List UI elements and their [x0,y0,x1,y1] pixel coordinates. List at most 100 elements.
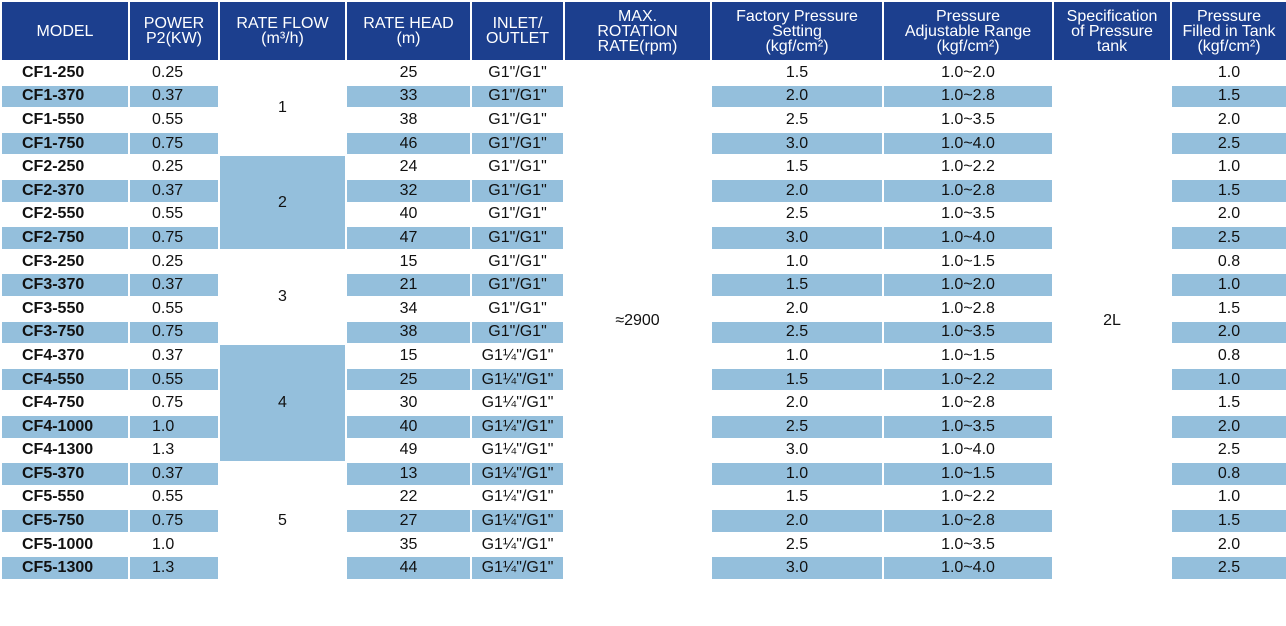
inlet-cell: G1"/G1" [470,225,565,251]
head-cell: 38 [345,107,472,133]
model-cell: CF5-550 [0,484,130,511]
header-cell: INLET/OUTLET [470,0,565,62]
model-cell: CF3-250 [0,248,130,275]
header-cell: Specification of Pressure tank [1052,0,1172,62]
inlet-cell: G1"/G1" [470,177,565,204]
filled-pressure-cell: 0.8 [1170,461,1286,487]
table-row: CF1-550 0.55 38 G1"/G1" 2.5 1.0~3.5 2.0 [0,107,1286,133]
header-line: (m³/h) [261,30,304,47]
adjustable-range-cell: 1.0~3.5 [882,319,1054,346]
filled-pressure-cell: 2.0 [1170,413,1286,440]
adjustable-range-cell: 1.0~2.0 [882,60,1054,86]
adjustable-range-cell: 1.0~2.2 [882,154,1054,180]
header-line: MAX. [617,7,658,25]
adjustable-range-cell: 1.0~2.2 [882,366,1054,393]
header-cell: POWER P2(KW) [128,0,220,62]
factory-pressure-cell: 2.5 [710,107,884,133]
model-cell: CF2-250 [0,154,130,180]
adjustable-range-cell: 1.0~2.8 [882,295,1054,322]
head-cell: 15 [345,248,472,275]
factory-pressure-cell: 1.5 [710,484,884,511]
header-cell: Factory Pressure Setting (kgf/cm²) [710,0,884,62]
model-cell: CF4-370 [0,343,130,369]
inlet-cell: G1¼"/G1" [470,390,565,416]
table-row: CF3-250 0.25 3 15 G1"/G1" 1.0 1.0~1.5 0.8 [0,248,1286,346]
table-row: CF3-370 0.37 21 G1"/G1" 1.5 1.0~2.0 1.0 [0,272,1286,298]
power-cell: 0.75 [128,225,220,251]
head-cell: 46 [345,130,472,157]
header-line: Setting [772,22,822,40]
header-line: (kgf/cm²) [1197,37,1261,55]
inlet-cell: G1"/G1" [470,319,565,346]
filled-pressure-cell: 1.0 [1170,60,1286,86]
head-cell: 40 [345,201,472,228]
header-line: INLET/ [492,15,543,32]
head-cell: 13 [345,461,472,487]
filled-pressure-cell: 1.5 [1170,177,1286,204]
filled-pressure-cell: 1.5 [1170,390,1286,416]
adjustable-range-cell: 1.0~4.0 [882,437,1054,464]
power-cell: 0.37 [128,83,220,110]
model-cell: CF4-550 [0,366,130,393]
header-cell: MODEL [0,0,130,62]
factory-pressure-cell: 2.0 [710,390,884,416]
inlet-cell: G1¼"/G1" [470,508,565,534]
header-line: Factory Pressure [736,7,858,25]
power-cell: 0.55 [128,366,220,393]
inlet-cell: G1¼"/G1" [470,413,565,440]
factory-pressure-cell: 2.5 [710,413,884,440]
header-cell: MAX. ROTATION RATE(rpm) [563,0,712,62]
adjustable-range-cell: 1.0~1.5 [882,343,1054,369]
factory-pressure-cell: 1.5 [710,154,884,180]
inlet-cell: G1¼"/G1" [470,531,565,558]
spec-table: MODEL POWER P2(KW) RATE FLOW (m³/h) RATE HEAD… [0,0,1286,582]
head-cell: 27 [345,508,472,534]
power-cell: 0.55 [128,295,220,322]
power-cell: 0.37 [128,461,220,487]
header-cell: Pressure Filled in Tank (kgf/cm²) [1170,0,1286,62]
factory-pressure-cell: 2.5 [710,319,884,346]
factory-pressure-cell: 3.0 [710,437,884,464]
power-cell: 1.3 [128,555,220,582]
model-cell: CF1-250 [0,60,130,86]
head-cell: 47 [345,225,472,251]
inlet-cell: G1¼"/G1" [470,366,565,393]
power-cell: 0.37 [128,272,220,298]
header-line: Specification [1066,7,1158,25]
rate-flow-cell: 4 [218,343,347,464]
power-cell: 0.75 [128,130,220,157]
inlet-cell: G1¼"/G1" [470,484,565,511]
filled-pressure-cell: 2.5 [1170,437,1286,464]
model-cell: CF1-370 [0,83,130,110]
adjustable-range-cell: 1.0~3.5 [882,413,1054,440]
head-cell: 35 [345,531,472,558]
adjustable-range-cell: 1.0~4.0 [882,130,1054,157]
adjustable-range-cell: 1.0~4.0 [882,555,1054,582]
header-line: Adjustable Range [904,22,1032,40]
factory-pressure-cell: 1.0 [710,248,884,275]
model-cell: CF3-750 [0,319,130,346]
factory-pressure-cell: 1.5 [710,60,884,86]
header-line: Pressure [1196,7,1262,25]
model-cell: CF2-550 [0,201,130,228]
factory-pressure-cell: 2.0 [710,177,884,204]
header-line: Filled in Tank [1182,22,1276,40]
inlet-cell: G1"/G1" [470,272,565,298]
power-cell: 0.25 [128,248,220,275]
adjustable-range-cell: 1.0~2.8 [882,390,1054,416]
header-line: (kgf/cm²) [765,37,829,55]
header-line: Pressure [935,7,1001,25]
head-cell: 22 [345,484,472,511]
power-cell: 0.55 [128,107,220,133]
factory-pressure-cell: 1.5 [710,272,884,298]
header-line: (kgf/cm²) [936,37,1000,55]
head-cell: 32 [345,177,472,204]
head-cell: 15 [345,343,472,369]
model-cell: CF2-370 [0,177,130,204]
model-cell: CF5-1000 [0,531,130,558]
adjustable-range-cell: 1.0~2.8 [882,508,1054,534]
filled-pressure-cell: 2.5 [1170,130,1286,157]
model-cell: CF4-1300 [0,437,130,464]
head-cell: 21 [345,272,472,298]
